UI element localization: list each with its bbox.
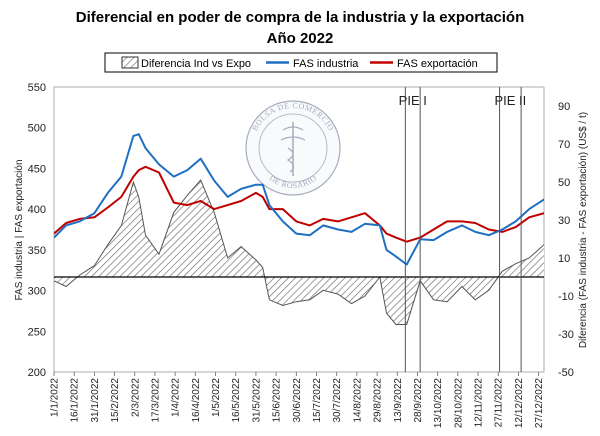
y-right-tick-label: -10 xyxy=(558,291,574,303)
bolsa-comercio-rosario-seal: BOLSA DE COMERCIO DE ROSARIO xyxy=(245,100,341,196)
x-tick-label: 1/5/2022 xyxy=(211,378,222,417)
x-tick-label: 13/10/2022 xyxy=(433,378,444,428)
x-tick-label: 15/6/2022 xyxy=(272,378,283,423)
fas-exportacion-line xyxy=(54,165,544,243)
y-right-tick-label: 30 xyxy=(558,215,570,227)
y-right-tick-label: -30 xyxy=(558,329,574,341)
legend: Diferencia Ind vs Expo FAS industria FAS… xyxy=(104,52,498,73)
y-axis-right-label: Diferencia (FAS industria - FAS exportac… xyxy=(578,112,589,348)
y-right-tick-label: 90 xyxy=(558,101,570,113)
x-tick-label: 1/1/2022 xyxy=(50,378,61,417)
x-axis: 1/1/2022 16/1/2022 31/1/2022 15/2/2022 2/3/2… xyxy=(50,372,545,428)
x-tick-label: 14/8/2022 xyxy=(352,378,363,423)
pie-label: PIE II xyxy=(494,93,526,108)
x-tick-label: 27/12/2022 xyxy=(534,378,545,428)
y-left-tick-label: 450 xyxy=(28,163,46,175)
y-left-tick-label: 200 xyxy=(28,367,46,379)
x-tick-label: 12/12/2022 xyxy=(514,378,525,428)
fas-industria-line xyxy=(54,133,544,266)
x-tick-label: 2/3/2022 xyxy=(130,378,141,417)
x-tick-label: 27/11/2022 xyxy=(494,378,505,428)
x-tick-label: 1/4/2022 xyxy=(171,378,182,417)
y-right-tick-label: 50 xyxy=(558,177,570,189)
x-tick-label: 28/10/2022 xyxy=(453,378,464,428)
x-tick-label: 17/3/2022 xyxy=(150,378,161,423)
legend-swatch-diferencia xyxy=(121,56,139,69)
x-tick-label: 16/4/2022 xyxy=(191,378,202,423)
x-tick-label: 13/9/2022 xyxy=(393,378,404,423)
y-axis-right: -50 -30 -10 10 30 50 70 90 xyxy=(558,101,574,379)
y-axis-left-label: FAS industria | FAS exportación xyxy=(14,159,25,300)
chart-title: Diferencial en poder de compra de la ind… xyxy=(76,9,524,26)
y-left-tick-label: 300 xyxy=(28,286,46,298)
x-tick-label: 31/1/2022 xyxy=(90,378,101,423)
y-left-tick-label: 400 xyxy=(28,204,46,216)
x-tick-label: 16/1/2022 xyxy=(70,378,81,423)
x-tick-label: 15/7/2022 xyxy=(312,378,323,423)
diferencia-area xyxy=(54,180,544,325)
x-tick-label: 12/11/2022 xyxy=(474,378,485,428)
y-left-tick-label: 550 xyxy=(28,82,46,94)
y-left-tick-label: 500 xyxy=(28,123,46,135)
x-tick-label: 30/6/2022 xyxy=(292,378,303,423)
legend-label-industria: FAS industria xyxy=(293,58,359,70)
y-right-tick-label: -50 xyxy=(558,367,574,379)
x-tick-label: 30/7/2022 xyxy=(332,378,343,423)
annotations-layer: PIE I PIE II xyxy=(399,87,526,372)
y-left-tick-label: 250 xyxy=(28,326,46,338)
x-tick-label: 28/9/2022 xyxy=(413,378,424,423)
y-axis-left: 200 250 300 350 400 450 500 550 xyxy=(28,82,46,379)
series-layer xyxy=(54,133,544,325)
x-tick-label: 29/8/2022 xyxy=(373,378,384,423)
legend-box xyxy=(104,52,498,73)
legend-label-diferencia: Diferencia Ind vs Expo xyxy=(141,58,251,70)
pie-label: PIE I xyxy=(399,93,427,108)
y-right-tick-label: 70 xyxy=(558,139,570,151)
chart-subtitle: Año 2022 xyxy=(267,30,334,47)
x-tick-label: 16/5/2022 xyxy=(231,378,242,423)
x-tick-label: 15/2/2022 xyxy=(110,378,121,423)
legend-label-exportacion: FAS exportación xyxy=(397,58,478,70)
y-right-tick-label: 10 xyxy=(558,253,570,265)
x-tick-label: 31/5/2022 xyxy=(251,378,262,423)
y-left-tick-label: 350 xyxy=(28,245,46,257)
diferencia-line xyxy=(54,179,544,325)
